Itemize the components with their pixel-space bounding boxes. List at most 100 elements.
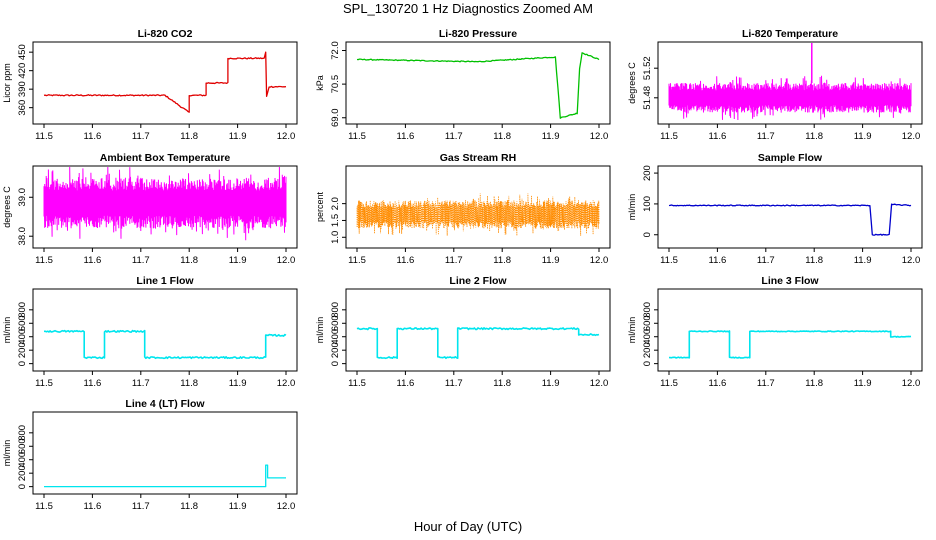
y-tick-label: 600	[17, 438, 28, 454]
x-tick-label: 11.6	[397, 378, 415, 389]
y-tick-label: 400	[330, 329, 341, 345]
plot-frame	[657, 288, 923, 372]
panel-title: Li-820 Temperature	[742, 28, 838, 40]
x-tick-label: 11.6	[709, 378, 727, 389]
panel-title: Line 1 Flow	[136, 275, 194, 287]
x-tick-label: 12.0	[902, 131, 921, 142]
panel-6: Sample Flow 11.5 11.6 11.7 11.8 11.9 12.0 0 100 2…	[627, 152, 923, 266]
panel-title: Gas Stream RH	[440, 152, 516, 164]
panel-10: Line 4 (LT) Flow 11.5 11.6 11.7 11.8 11.9 12.0…	[2, 398, 298, 512]
y-tick-label: 0	[17, 484, 28, 489]
x-tick-label: 11.6	[84, 131, 102, 142]
x-tick-label: 11.9	[229, 255, 247, 266]
y-axis-label: ml/min	[315, 317, 325, 344]
series-group	[668, 203, 912, 236]
y-tick-label: 200	[330, 342, 341, 358]
panel-title: Line 4 (LT) Flow	[125, 398, 205, 410]
y-tick-label: 800	[17, 425, 28, 441]
series-group	[43, 51, 287, 113]
y-tick-label: 70.5	[330, 75, 341, 94]
x-tick-label: 11.9	[854, 131, 872, 142]
y-tick-label: 420	[17, 63, 28, 79]
y-tick-label: 200	[642, 342, 653, 358]
figure-title: SPL_130720 1 Hz Diagnostics Zoomed AM	[343, 1, 593, 16]
x-tick-label: 11.5	[35, 378, 53, 389]
series-group	[43, 167, 287, 241]
y-axis-label: degrees C	[2, 186, 12, 228]
x-tick-label: 11.5	[660, 131, 678, 142]
plot-frame	[657, 165, 923, 249]
y-tick-label: 600	[330, 315, 341, 331]
y-tick-label: 360	[17, 100, 28, 116]
y-tick-label: 1.5	[330, 214, 341, 227]
y-tick-label: 72.0	[330, 41, 341, 60]
x-tick-label: 11.6	[397, 255, 415, 266]
y-axis-label: percent	[315, 191, 325, 222]
panel-title: Sample Flow	[758, 152, 823, 164]
x-tick-label: 12.0	[590, 255, 609, 266]
x-tick-label: 11.5	[35, 501, 53, 512]
panels-container: Li-820 CO2 11.5 11.6 11.7 11.8 11.9 12.0 360 390…	[2, 28, 923, 512]
x-tick-label: 11.9	[854, 255, 872, 266]
x-tick-label: 11.8	[180, 131, 198, 142]
panel-5: Gas Stream RH 11.5 11.6 11.7 11.8 11.9 12.0 1.0…	[315, 152, 611, 266]
y-tick-label: 100	[642, 196, 653, 212]
y-tick-label: 51.48	[642, 86, 653, 110]
y-tick-label: 1.0	[330, 231, 341, 244]
x-tick-label: 11.6	[397, 131, 415, 142]
x-tick-label: 11.7	[132, 501, 150, 512]
y-tick-label: 39.0	[17, 188, 28, 207]
x-tick-label: 11.9	[229, 501, 247, 512]
y-tick-label: 800	[642, 302, 653, 318]
x-tick-label: 11.7	[132, 378, 150, 389]
y-tick-label: 800	[330, 302, 341, 318]
panel-8: Line 2 Flow 11.5 11.6 11.7 11.8 11.9 12.0 0 2004…	[315, 275, 611, 389]
y-tick-label: 200	[17, 465, 28, 481]
panel-7: Line 1 Flow 11.5 11.6 11.7 11.8 11.9 12.0 0 2004…	[2, 275, 298, 389]
panel-title: Ambient Box Temperature	[100, 152, 231, 164]
x-tick-label: 11.9	[229, 378, 247, 389]
x-tick-label: 11.9	[229, 131, 247, 142]
y-tick-label: 400	[17, 329, 28, 345]
x-tick-label: 11.7	[132, 131, 150, 142]
plot-frame	[345, 41, 611, 125]
y-tick-label: 0	[642, 361, 653, 366]
x-tick-label: 11.6	[84, 378, 102, 389]
x-tick-label: 11.6	[84, 255, 102, 266]
x-tick-label: 11.7	[445, 131, 463, 142]
data-series-line	[43, 51, 287, 113]
y-tick-label: 400	[17, 452, 28, 468]
x-tick-label: 11.7	[757, 378, 775, 389]
data-band	[668, 75, 912, 121]
x-tick-label: 11.8	[805, 255, 823, 266]
data-series-line	[44, 329, 287, 360]
plot-frame	[345, 288, 611, 372]
x-tick-label: 11.9	[542, 378, 560, 389]
data-series-line	[356, 327, 600, 360]
x-tick-label: 11.5	[348, 255, 366, 266]
y-tick-label: 390	[17, 81, 28, 97]
plot-frame	[32, 288, 298, 372]
x-tick-label: 11.8	[180, 255, 198, 266]
x-tick-label: 11.9	[542, 255, 560, 266]
x-tick-label: 12.0	[902, 378, 921, 389]
plot-frame	[32, 41, 298, 125]
series-group	[44, 464, 286, 488]
y-tick-label: 400	[642, 329, 653, 345]
y-tick-label: 0	[642, 232, 653, 237]
panel-title: Line 2 Flow	[449, 275, 507, 287]
series-group	[356, 327, 600, 360]
x-tick-label: 11.7	[445, 378, 463, 389]
panel-title: Li-820 Pressure	[439, 28, 517, 40]
x-tick-label: 11.8	[180, 378, 198, 389]
panel-9: Line 3 Flow 11.5 11.6 11.7 11.8 11.9 12.0 0 2004…	[627, 275, 923, 389]
panel-title: Li-820 CO2	[138, 28, 193, 40]
panel-4: Ambient Box Temperature 11.5 11.6 11.7 11.8 1…	[2, 152, 298, 266]
x-tick-label: 12.0	[277, 131, 296, 142]
x-tick-label: 11.5	[348, 378, 366, 389]
series-group	[356, 193, 600, 236]
y-tick-label: 0	[17, 361, 28, 366]
y-tick-label: 200	[642, 165, 653, 181]
plot-frame	[345, 165, 611, 249]
x-tick-label: 11.5	[660, 255, 678, 266]
